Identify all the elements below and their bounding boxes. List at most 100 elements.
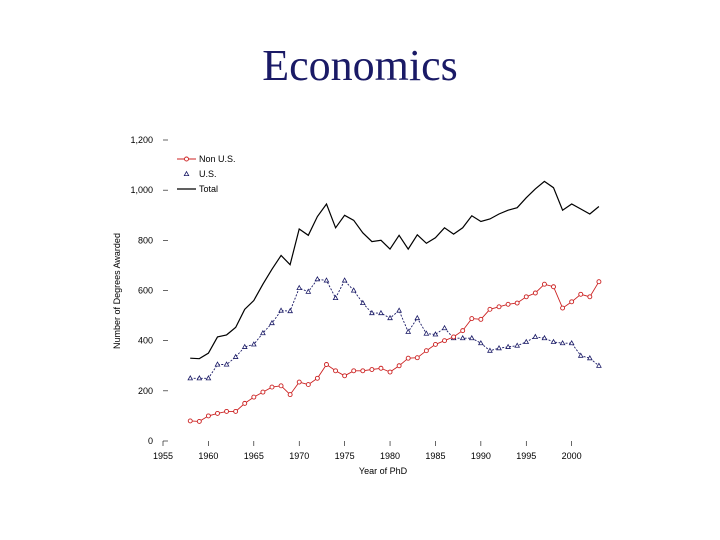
u-s-point [250,341,257,347]
non-u-s-point [505,301,511,307]
non-u-s-point [541,281,547,287]
u-s-point [586,354,593,361]
non-u-s-point [423,348,429,354]
u-s-line [190,278,600,379]
y-axis-label: Number of Degrees Awarded [112,233,122,349]
non-u-s-point [442,338,447,344]
u-s-point [405,328,412,334]
non-u-s-point [351,368,357,374]
u-s-point [223,361,230,367]
non-u-s-point [269,384,275,390]
non-u-s-point [205,413,211,419]
u-s-point [496,344,502,351]
x-tick-label: 2000 [562,451,582,461]
non-u-s-point [460,328,466,334]
u-s-point [378,309,384,316]
legend-marker-us [183,170,190,177]
u-s-point [314,275,321,282]
x-axis-label: Year of PhD [359,466,408,476]
series-non-us [187,279,602,424]
non-u-s-point [360,368,366,374]
u-s-point [369,309,375,316]
u-s-point [214,361,221,367]
non-u-s-point [487,306,493,312]
u-s-point [550,338,557,344]
non-u-s-point [396,363,402,369]
non-u-s-point [251,394,257,400]
non-u-s-point [333,368,339,374]
legend-label-us: U.S. [199,169,217,179]
non-u-s-point [405,355,411,361]
u-s-point [359,299,366,306]
non-u-s-point [596,279,602,285]
non-u-s-line [190,281,600,422]
non-u-s-point [233,408,239,414]
y-tick-label: 400 [138,336,153,346]
u-s-point [559,339,566,346]
u-s-point [232,353,239,359]
non-u-s-point [215,410,220,416]
u-s-point [414,314,421,321]
chart-axes: 0 200 400 600 800 1,000 1,200 1955 1960 1965 1970 1… [130,135,581,461]
chart-legend: Non U.S. U.S. Total [177,154,236,194]
non-u-s-point [578,291,584,297]
u-s-point [514,342,521,348]
u-s-point [305,288,312,294]
u-s-point [241,343,248,349]
non-u-s-point [469,316,475,322]
u-s-point [596,362,602,368]
u-s-point [396,307,402,313]
u-s-point [323,277,330,283]
u-s-point [577,352,584,358]
total-line [190,180,600,360]
x-tick-label: 1985 [425,451,445,461]
non-u-s-point [324,362,329,367]
u-s-point [532,333,539,339]
non-u-s-point [342,373,348,379]
u-s-point [269,319,275,326]
y-tick-label: 200 [138,386,153,396]
non-u-s-point [414,355,420,361]
non-u-s-point [532,290,538,296]
non-u-s-point [260,389,266,395]
legend-marker-non-us [184,156,189,162]
non-u-s-point [224,408,230,414]
u-s-point [468,334,475,341]
series-total [190,180,600,360]
legend-label-non-us: Non U.S. [199,154,236,164]
u-s-point [332,294,339,301]
non-u-s-point [523,294,529,300]
y-tick-label: 1,200 [130,135,153,145]
non-u-s-point [378,365,384,371]
u-s-point [350,287,357,293]
x-tick-label: 1995 [516,451,536,461]
y-tick-label: 600 [138,286,153,296]
non-u-s-point [478,316,484,322]
u-s-point [477,339,484,346]
y-tick-label: 800 [138,235,153,245]
non-u-s-point [514,300,520,306]
series-us [187,275,602,381]
u-s-point [441,324,448,331]
y-tick-label: 0 [148,436,153,446]
x-tick-label: 1970 [289,451,309,461]
u-s-point [423,330,430,336]
legend-label-total: Total [199,184,218,194]
u-s-point [487,347,493,353]
x-tick-label: 1960 [198,451,218,461]
x-tick-label: 1975 [335,451,355,461]
u-s-point [568,339,575,346]
non-u-s-point [569,299,575,305]
u-s-point [296,284,303,290]
non-u-s-point [296,379,302,385]
non-u-s-point [551,284,556,290]
u-s-point [432,331,439,337]
non-u-s-point [387,369,393,375]
u-s-point [205,375,212,381]
non-u-s-point [369,367,375,372]
u-s-point [459,334,466,341]
x-tick-label: 1990 [471,451,491,461]
non-u-s-point [451,334,457,340]
non-u-s-point [496,304,502,310]
